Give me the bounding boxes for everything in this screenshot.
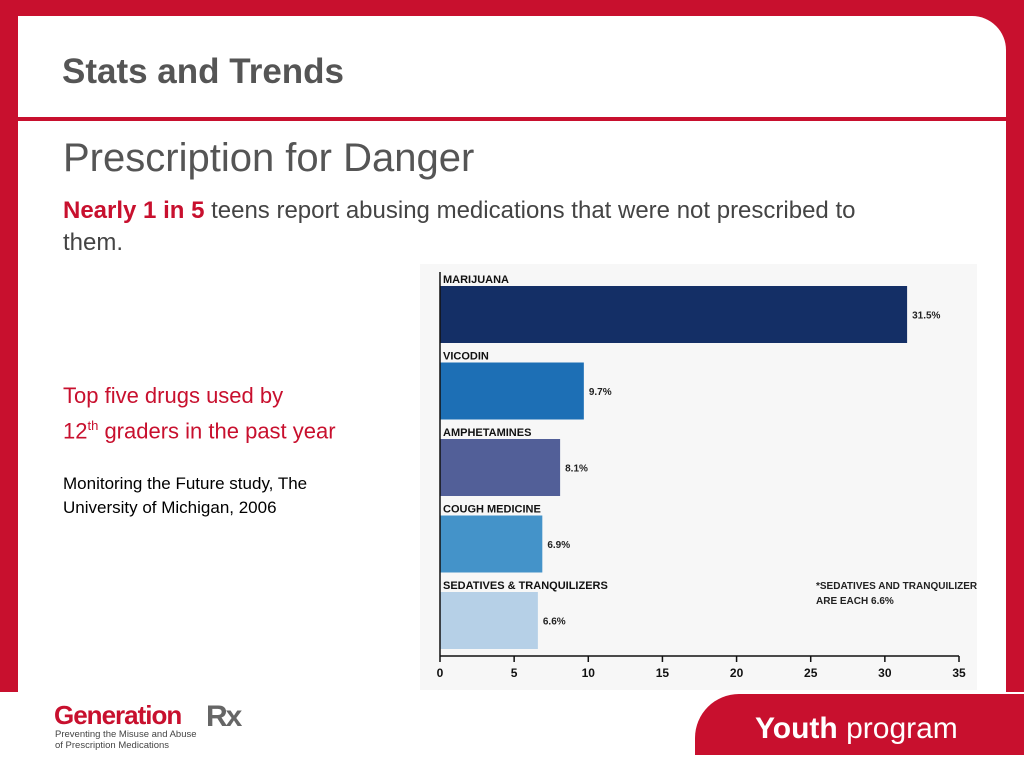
chart-caption: Top five drugs used by 12th graders in t… xyxy=(63,381,336,446)
bar-category-label: COUGH MEDICINE xyxy=(443,504,541,516)
bar-value-label: 6.9% xyxy=(547,540,570,551)
x-tick-label: 35 xyxy=(952,666,966,680)
bar-value-label: 9.7% xyxy=(589,387,612,398)
x-tick-label: 15 xyxy=(656,666,670,680)
bar-category-label: AMPHETAMINES xyxy=(443,427,531,439)
logo-tagline: Preventing the Misuse and Abuse of Presc… xyxy=(55,729,225,751)
title-divider xyxy=(18,117,1006,121)
caption-rest: graders in the past year xyxy=(98,418,336,444)
x-tick-label: 5 xyxy=(511,666,518,680)
x-tick-label: 30 xyxy=(878,666,892,680)
slide-subtitle: Prescription for Danger xyxy=(63,136,475,180)
x-tick-label: 20 xyxy=(730,666,744,680)
logo-rx: Rx xyxy=(206,700,242,733)
bar xyxy=(440,362,584,420)
chart-note-line-1: *SEDATIVES AND TRANQUILIZERS xyxy=(816,581,977,592)
x-tick-label: 0 xyxy=(437,666,444,680)
bar-value-label: 31.5% xyxy=(912,311,940,322)
chart-bars: MARIJUANA 31.5% VICODIN 9.7% AMPHETAMINES 8.1… xyxy=(440,274,941,649)
bar-category-label: VICODIN xyxy=(443,351,489,363)
logo-generation: Generation xyxy=(54,700,182,730)
logo-tagline-line-1: Preventing the Misuse and Abuse xyxy=(55,729,197,740)
x-tick-label: 25 xyxy=(804,666,818,680)
bar-value-label: 6.6% xyxy=(543,617,566,628)
caption-line-2: 12th graders in the past year xyxy=(63,411,336,446)
bar-value-label: 8.1% xyxy=(565,464,588,475)
youth-rest: program xyxy=(837,712,958,745)
intro-highlight: Nearly 1 in 5 xyxy=(63,197,205,224)
chart-ticks: 0 5 10 15 20 25 30 35 xyxy=(437,656,966,680)
youth-tab xyxy=(695,694,1024,755)
bar xyxy=(440,592,538,649)
youth-bold: Youth xyxy=(755,712,838,745)
bar xyxy=(440,439,561,496)
intro-text: Nearly 1 in 5 teens report abusing medic… xyxy=(63,195,863,259)
caption-grade: 12 xyxy=(63,418,88,444)
logo-tagline-line-2: of Prescription Medications xyxy=(55,740,170,751)
page-title: Stats and Trends xyxy=(62,52,345,91)
x-tick-label: 10 xyxy=(582,666,596,680)
bar-category-label: SEDATIVES & TRANQUILIZERS xyxy=(443,580,608,592)
bar xyxy=(440,286,908,343)
bar xyxy=(440,515,543,573)
source-citation: Monitoring the Future study, The Univers… xyxy=(63,474,308,517)
caption-line-1: Top five drugs used by xyxy=(63,383,284,408)
bar-chart: MARIJUANA 31.5% VICODIN 9.7% AMPHETAMINES 8.1… xyxy=(420,264,977,690)
caption-superscript: th xyxy=(87,418,99,433)
youth-program-label: Youth program xyxy=(755,712,958,746)
bar-category-label: MARIJUANA xyxy=(443,274,509,286)
chart-note-line-2: ARE EACH 6.6% xyxy=(816,596,894,607)
intro-rest: teens report abusing medications that we… xyxy=(63,197,856,256)
